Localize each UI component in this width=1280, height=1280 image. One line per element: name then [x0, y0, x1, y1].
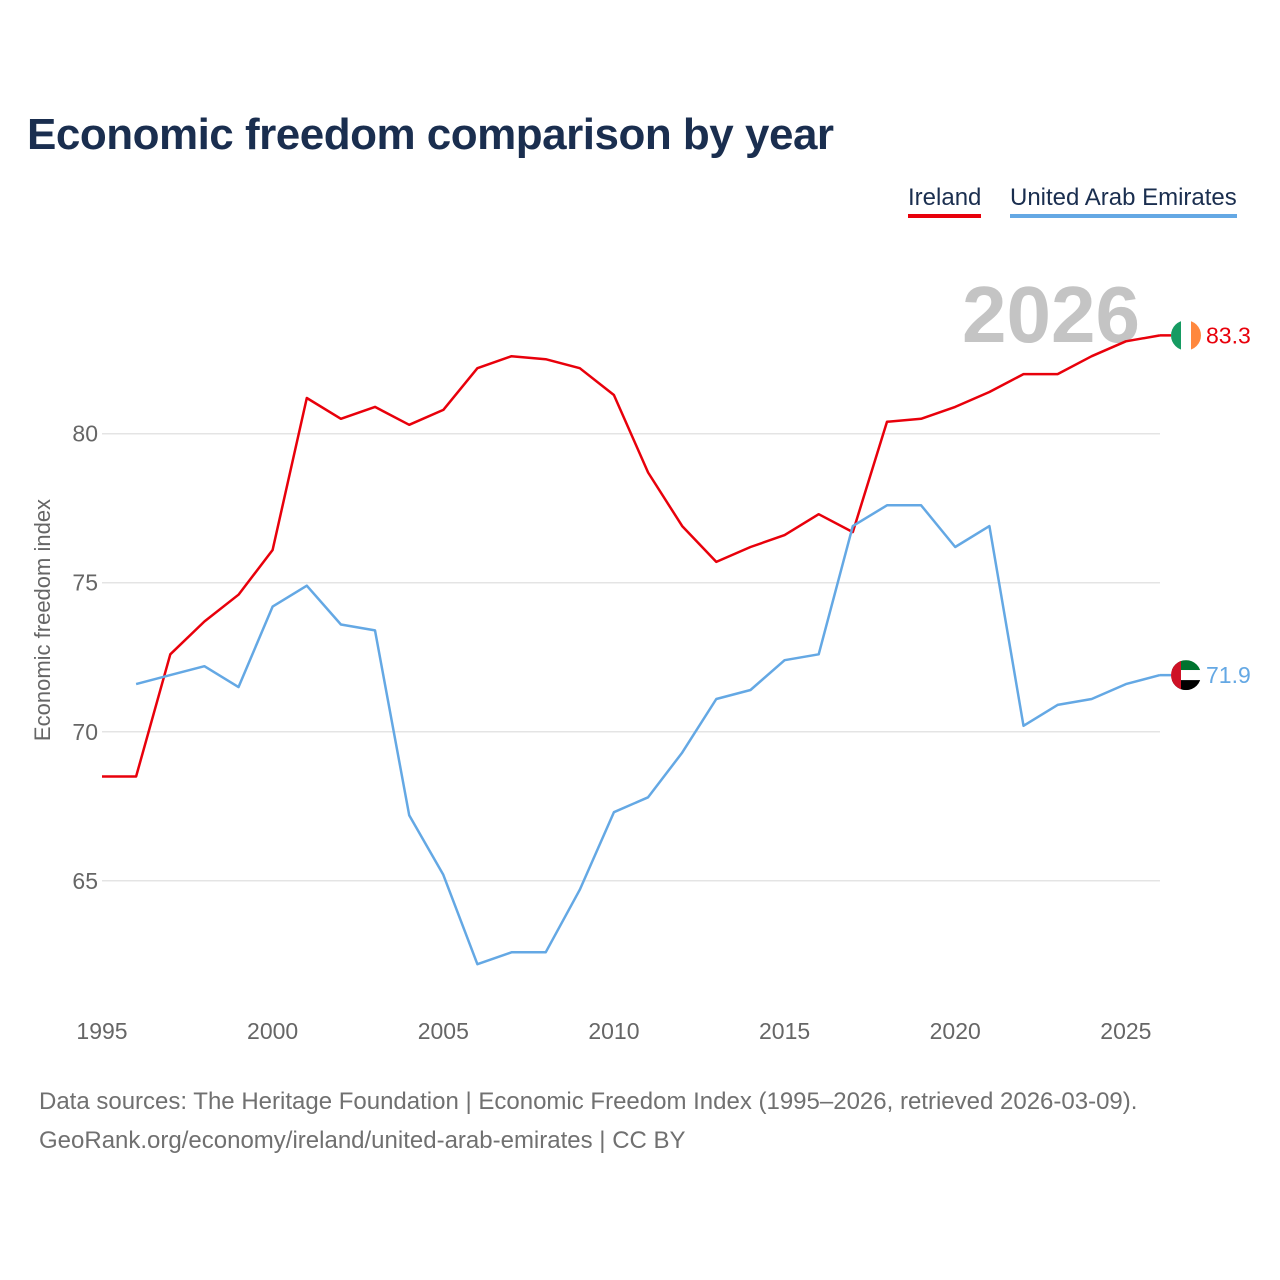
data-point-ireland[interactable] — [133, 773, 139, 779]
y-axis-title: Economic freedom index — [30, 499, 55, 741]
legend-item-united-arab-emirates[interactable]: United Arab Emirates — [1010, 184, 1237, 218]
data-point-ireland[interactable] — [543, 356, 549, 362]
data-point-united-arab-emirates[interactable] — [304, 583, 310, 589]
data-point-ireland[interactable] — [236, 592, 242, 598]
data-point-united-arab-emirates[interactable] — [372, 627, 378, 633]
y-tick-label: 65 — [72, 868, 98, 894]
x-axis-ticks: 1995 2000 2005 2010 2015 2020 2025 — [76, 1018, 1151, 1044]
y-tick-label: 75 — [72, 570, 98, 596]
data-point-ireland[interactable] — [679, 523, 685, 529]
data-point-ireland[interactable] — [474, 365, 480, 371]
data-point-ireland[interactable] — [440, 407, 446, 413]
data-point-ireland[interactable] — [1020, 371, 1026, 377]
data-point-united-arab-emirates[interactable] — [1055, 702, 1061, 708]
legend-item-ireland[interactable]: Ireland — [908, 184, 982, 218]
data-point-united-arab-emirates[interactable] — [645, 794, 651, 800]
data-point-ireland[interactable] — [577, 365, 583, 371]
data-point-united-arab-emirates[interactable] — [474, 961, 480, 967]
data-point-ireland[interactable] — [816, 511, 822, 517]
data-point-ireland[interactable] — [1055, 371, 1061, 377]
uae-flag-icon — [1171, 660, 1201, 691]
data-point-ireland[interactable] — [952, 404, 958, 410]
data-point-ireland[interactable] — [645, 469, 651, 475]
x-tick-label: 2010 — [588, 1018, 639, 1044]
data-point-ireland[interactable] — [782, 532, 788, 538]
data-point-united-arab-emirates[interactable] — [782, 657, 788, 663]
data-point-ireland[interactable] — [986, 389, 992, 395]
data-point-united-arab-emirates[interactable] — [1020, 723, 1026, 729]
data-point-ireland[interactable] — [270, 547, 276, 553]
data-point-ireland[interactable] — [99, 773, 105, 779]
data-point-ireland[interactable] — [713, 559, 719, 565]
data-point-ireland[interactable] — [1089, 353, 1095, 359]
data-point-united-arab-emirates[interactable] — [440, 872, 446, 878]
data-point-united-arab-emirates[interactable] — [850, 523, 856, 529]
series-line-ireland[interactable] — [102, 334, 1161, 778]
data-point-ireland[interactable] — [201, 618, 207, 624]
grid-lines — [102, 432, 1160, 882]
data-point-united-arab-emirates[interactable] — [577, 887, 583, 893]
data-point-united-arab-emirates[interactable] — [611, 809, 617, 815]
data-point-ireland[interactable] — [338, 416, 344, 422]
data-point-united-arab-emirates[interactable] — [236, 684, 242, 690]
x-tick-label: 2005 — [418, 1018, 469, 1044]
x-tick-label: 2015 — [759, 1018, 810, 1044]
data-point-ireland[interactable] — [747, 544, 753, 550]
data-point-ireland[interactable] — [167, 651, 173, 657]
y-tick-label: 80 — [72, 421, 98, 447]
data-point-united-arab-emirates[interactable] — [1089, 696, 1095, 702]
data-point-united-arab-emirates[interactable] — [543, 949, 549, 955]
y-axis-ticks: 65 70 75 80 — [72, 421, 98, 894]
data-point-united-arab-emirates[interactable] — [509, 949, 515, 955]
data-point-ireland[interactable] — [918, 416, 924, 422]
data-point-ireland[interactable] — [372, 404, 378, 410]
data-point-united-arab-emirates[interactable] — [270, 604, 276, 610]
data-point-united-arab-emirates[interactable] — [338, 621, 344, 627]
x-tick-label: 2020 — [930, 1018, 981, 1044]
data-point-united-arab-emirates[interactable] — [133, 681, 139, 687]
data-point-united-arab-emirates[interactable] — [747, 687, 753, 693]
data-point-ireland[interactable] — [509, 353, 515, 359]
series-lines — [99, 334, 1171, 967]
data-point-united-arab-emirates[interactable] — [201, 663, 207, 669]
data-point-united-arab-emirates[interactable] — [816, 651, 822, 657]
data-point-united-arab-emirates[interactable] — [713, 696, 719, 702]
uae-end-value: 71.9 — [1206, 662, 1251, 688]
current-year-watermark: 2026 — [962, 270, 1140, 359]
y-tick-label: 70 — [72, 719, 98, 745]
source-link[interactable]: GeoRank.org/economy/ireland/united-arab-… — [39, 1127, 686, 1154]
x-tick-label: 2000 — [247, 1018, 298, 1044]
x-tick-label: 1995 — [76, 1018, 127, 1044]
data-point-ireland[interactable] — [884, 419, 890, 425]
data-point-united-arab-emirates[interactable] — [884, 502, 890, 508]
data-point-ireland[interactable] — [1123, 338, 1129, 344]
data-point-united-arab-emirates[interactable] — [406, 812, 412, 818]
data-point-united-arab-emirates[interactable] — [918, 502, 924, 508]
data-point-united-arab-emirates[interactable] — [1123, 681, 1129, 687]
data-point-ireland[interactable] — [406, 422, 412, 428]
ireland-flag-icon — [1171, 320, 1201, 351]
data-point-united-arab-emirates[interactable] — [679, 750, 685, 756]
data-point-united-arab-emirates[interactable] — [986, 523, 992, 529]
source-citation: Data sources: The Heritage Foundation | … — [39, 1088, 1138, 1115]
data-point-united-arab-emirates[interactable] — [952, 544, 958, 550]
chart-title: Economic freedom comparison by year — [27, 110, 834, 159]
data-point-united-arab-emirates[interactable] — [167, 672, 173, 678]
ireland-end-value: 83.3 — [1206, 322, 1251, 348]
data-point-ireland[interactable] — [304, 395, 310, 401]
series-line-united-arab-emirates[interactable] — [135, 504, 1161, 966]
data-point-ireland[interactable] — [611, 392, 617, 398]
x-tick-label: 2025 — [1100, 1018, 1151, 1044]
